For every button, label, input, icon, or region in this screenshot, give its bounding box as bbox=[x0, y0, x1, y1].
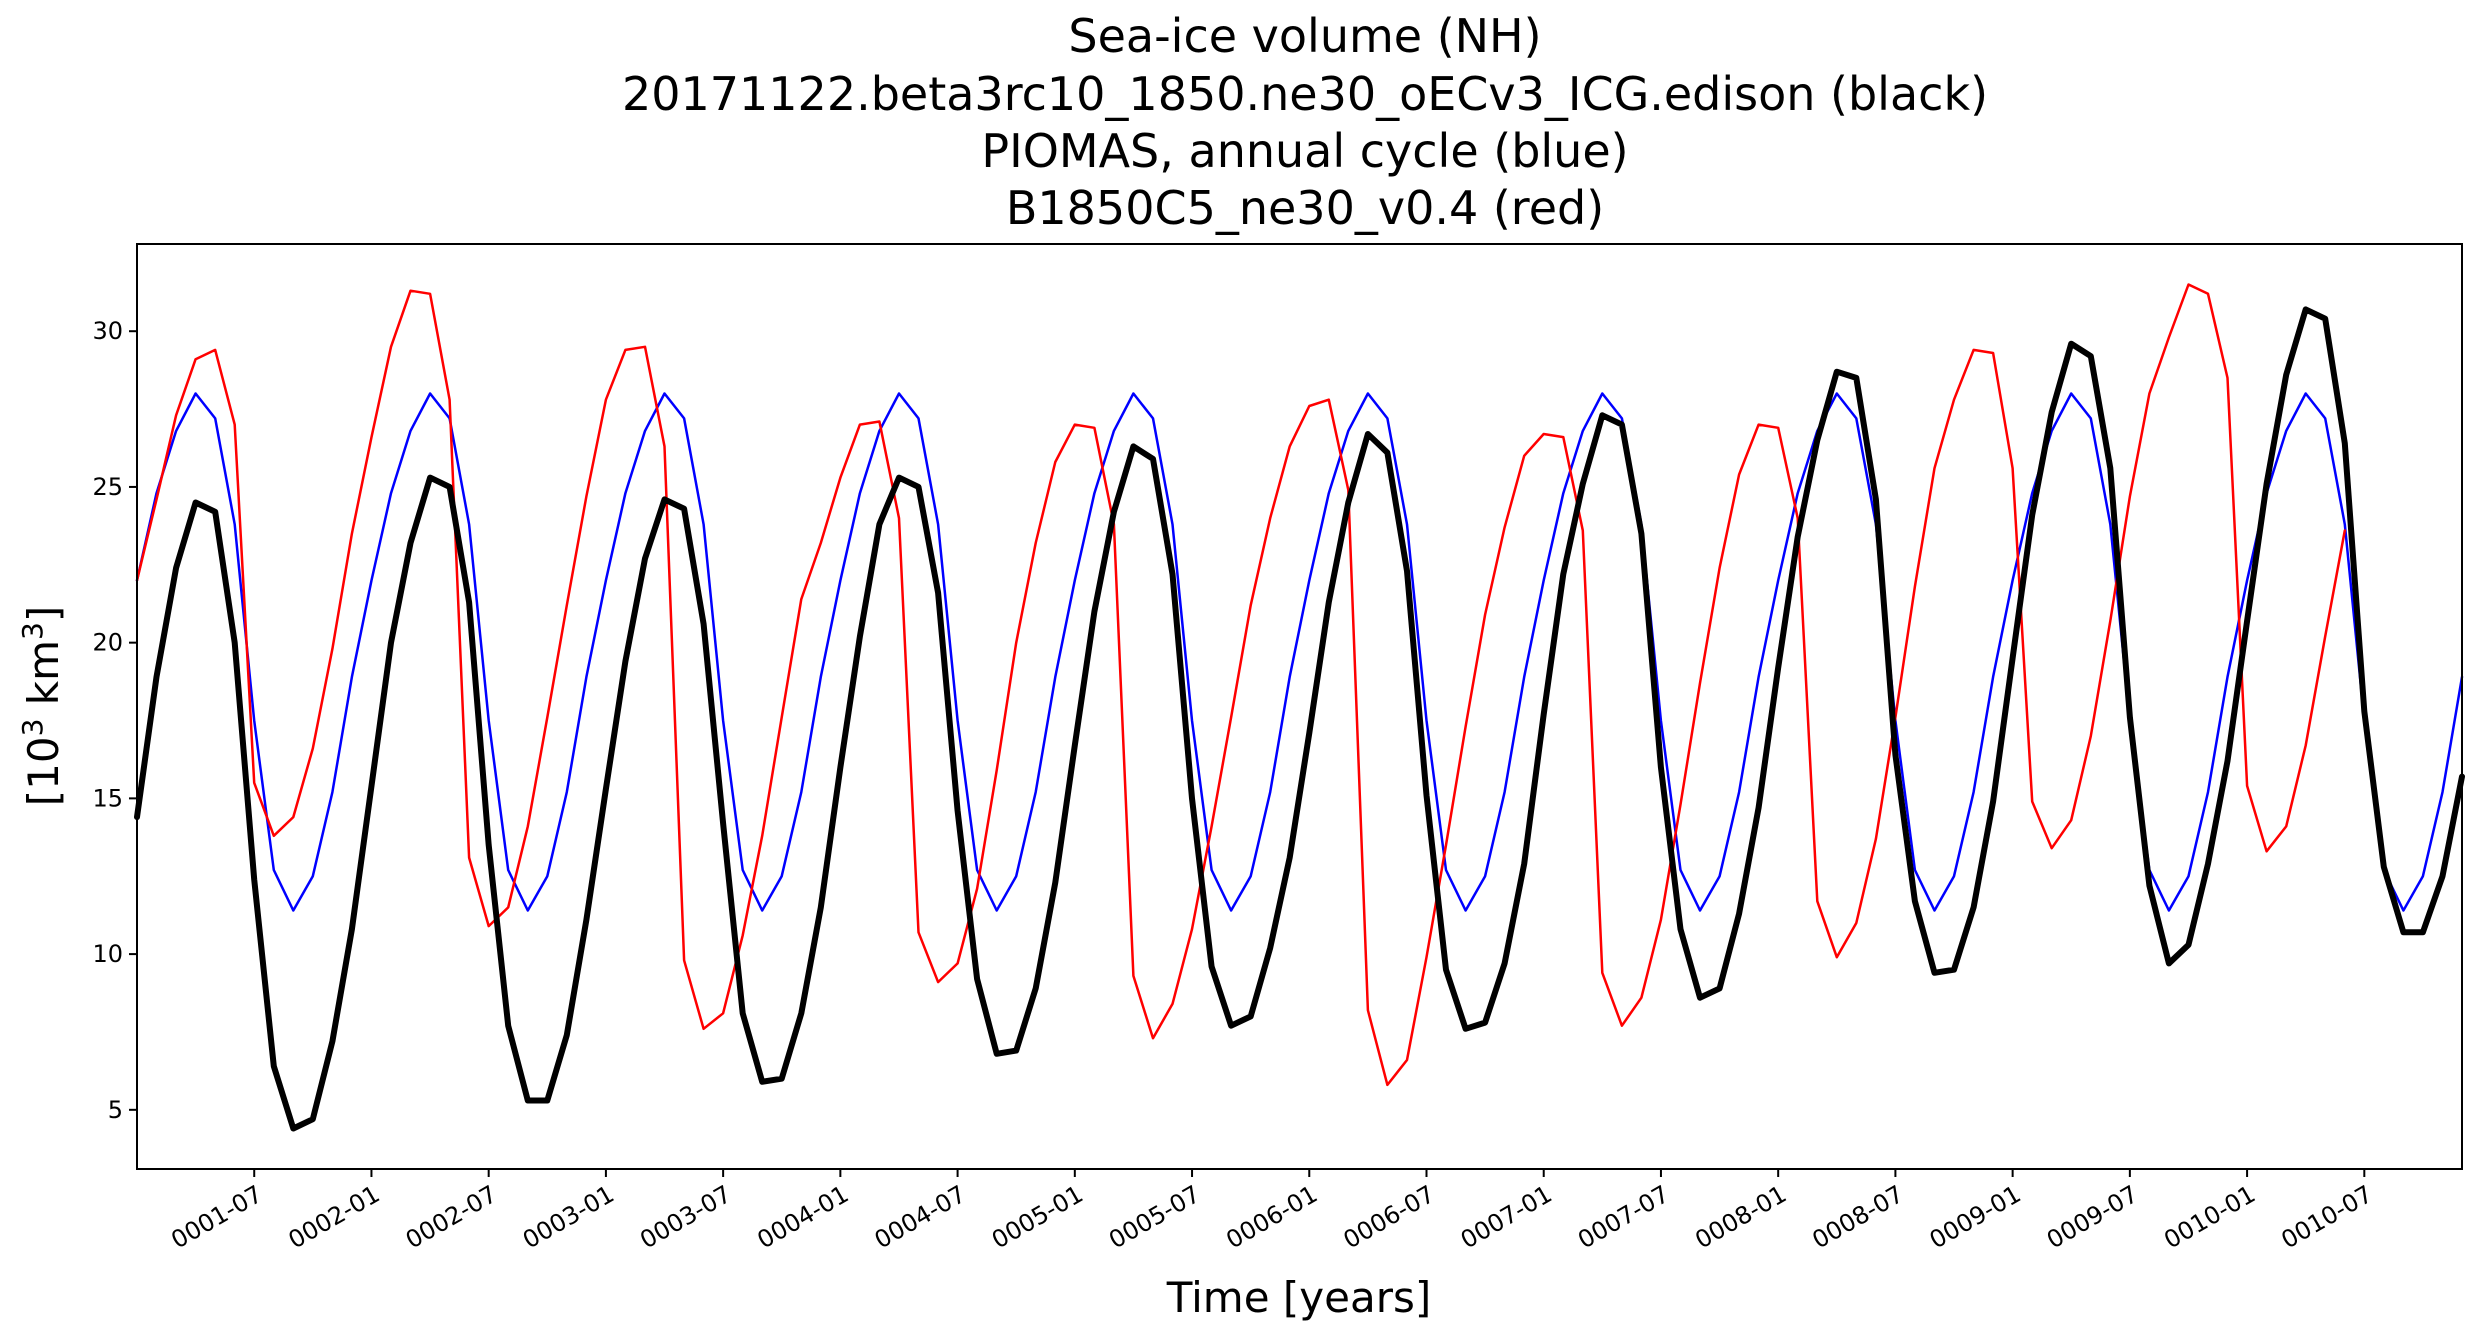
series-layer bbox=[134, 283, 2465, 1132]
x-tick-label-0007-07: 0007-07 bbox=[1573, 1180, 1674, 1254]
y-axis-label-end: ] bbox=[19, 606, 68, 622]
y-axis-label-base: [10 bbox=[19, 736, 68, 806]
y-axis-label-exponent-1: 3 bbox=[16, 719, 49, 737]
x-tick-label-0008-07: 0008-07 bbox=[1808, 1180, 1909, 1254]
x-tick-label-0001-07: 0001-07 bbox=[166, 1180, 267, 1254]
chart-title: Sea-ice volume (NH) 20171122.beta3rc10_1… bbox=[622, 9, 1988, 235]
y-axis-ticks: 5 10 15 20 25 30 bbox=[92, 317, 137, 1124]
title-line-1: Sea-ice volume (NH) bbox=[1068, 9, 1541, 63]
x-axis-ticks: 0001-07 0002-01 0002-07 0003-01 0003-07 0004-… bbox=[166, 1169, 2377, 1254]
x-tick-label-0010-07: 0010-07 bbox=[2276, 1180, 2377, 1254]
x-axis-label: Time [years] bbox=[1166, 1273, 1432, 1322]
y-tick-label-10: 10 bbox=[92, 940, 123, 968]
y-tick-label-20: 20 bbox=[92, 629, 123, 657]
x-tick-label-0009-07: 0009-07 bbox=[2042, 1180, 2143, 1254]
x-tick-label-0003-07: 0003-07 bbox=[635, 1180, 736, 1254]
y-tick-label-15: 15 bbox=[92, 784, 123, 812]
x-tick-label-0005-07: 0005-07 bbox=[1104, 1180, 1205, 1254]
x-tick-label-0009-01: 0009-01 bbox=[1925, 1180, 2026, 1254]
x-tick-label-0006-07: 0006-07 bbox=[1339, 1180, 1440, 1254]
x-tick-label-0005-01: 0005-01 bbox=[987, 1180, 1088, 1254]
x-tick-label-0002-01: 0002-01 bbox=[284, 1180, 385, 1254]
x-tick-label-0002-07: 0002-07 bbox=[401, 1180, 502, 1254]
y-axis-label: [103 km3] bbox=[16, 606, 68, 806]
y-tick-label-30: 30 bbox=[92, 317, 123, 345]
x-tick-label-0007-01: 0007-01 bbox=[1456, 1180, 1557, 1254]
plot-frame bbox=[136, 243, 2463, 1170]
x-tick-label-0004-01: 0004-01 bbox=[753, 1180, 854, 1254]
x-tick-label-0008-01: 0008-01 bbox=[1690, 1180, 1791, 1254]
series-line-20171122-beta3rc10-1850-ne30-oecv3-icg-edison bbox=[134, 306, 2465, 1132]
title-line-3: PIOMAS, annual cycle (blue) bbox=[981, 124, 1628, 178]
x-tick-label-0006-01: 0006-01 bbox=[1221, 1180, 1322, 1254]
x-tick-label-0004-07: 0004-07 bbox=[870, 1180, 971, 1254]
series-line-b1850c5-ne30-v0-4 bbox=[135, 283, 2347, 1087]
x-tick-label-0003-01: 0003-01 bbox=[518, 1180, 619, 1254]
y-axis-label-exponent-2: 3 bbox=[16, 622, 49, 640]
y-tick-label-25: 25 bbox=[92, 473, 123, 501]
y-axis-label-unit: km bbox=[19, 640, 68, 719]
title-line-4: B1850C5_ne30_v0.4 (red) bbox=[1006, 181, 1604, 235]
x-tick-label-0010-01: 0010-01 bbox=[2159, 1180, 2260, 1254]
y-tick-label-5: 5 bbox=[108, 1096, 123, 1124]
series-line-piomas-annual-cycle bbox=[135, 392, 2464, 912]
title-line-2: 20171122.beta3rc10_1850.ne30_oECv3_ICG.e… bbox=[622, 67, 1988, 121]
